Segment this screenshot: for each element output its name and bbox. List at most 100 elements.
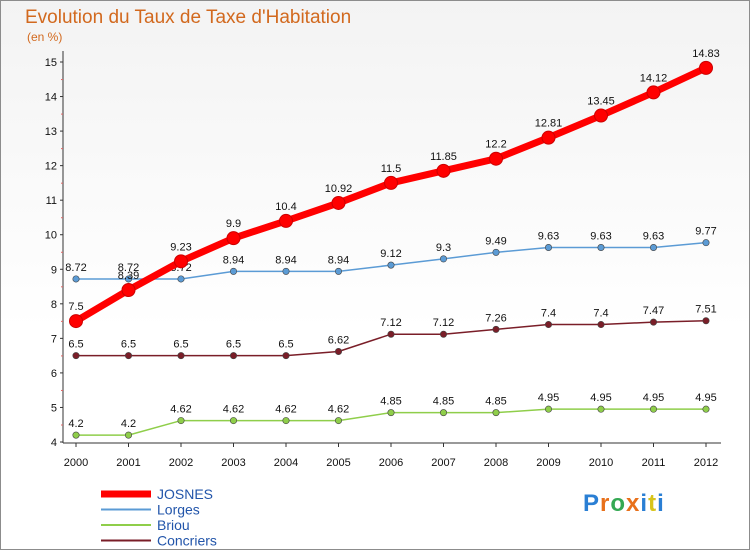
data-point bbox=[72, 352, 80, 360]
data-point bbox=[279, 213, 293, 228]
series-lorges: 8.728.728.728.948.948.949.129.39.499.639… bbox=[65, 226, 717, 283]
x-tick-label: 2012 bbox=[694, 457, 718, 469]
x-tick-label: 2006 bbox=[379, 457, 403, 469]
brand-letter: P bbox=[583, 490, 601, 517]
data-point bbox=[282, 267, 290, 275]
y-tick-label: 15 bbox=[45, 57, 57, 69]
series-concriers: 6.5 6.5 6.5 6.5 6.5 6.62 7.12 7.12 7.26 7.4 7.4 7.4… bbox=[68, 304, 717, 360]
chart-title: Evolution du Taux de Taxe d'Habitation bbox=[25, 7, 352, 28]
data-point bbox=[174, 254, 188, 269]
data-label: 8.72 bbox=[118, 262, 139, 274]
data-label: 6.5 bbox=[68, 339, 83, 351]
legend-label: Lorges bbox=[157, 502, 200, 518]
data-point bbox=[230, 352, 238, 360]
data-point bbox=[334, 417, 342, 425]
data-point bbox=[597, 321, 605, 329]
x-tick-label: 2011 bbox=[642, 457, 666, 469]
legend-label: Briou bbox=[157, 517, 190, 533]
x-tick-label: 2010 bbox=[589, 457, 613, 469]
y-tick-label: 5 bbox=[51, 402, 57, 414]
x-tick-label: 2009 bbox=[536, 457, 560, 469]
data-point bbox=[597, 244, 605, 252]
brand-letter: r bbox=[600, 490, 611, 517]
data-label: 6.62 bbox=[328, 334, 349, 346]
data-point bbox=[72, 275, 80, 283]
data-point bbox=[121, 283, 136, 297]
y-tick-label: 7 bbox=[51, 333, 57, 345]
x-tick-label: 2002 bbox=[169, 457, 193, 469]
data-label: 13.45 bbox=[587, 96, 615, 108]
x-tick-label: 2005 bbox=[326, 457, 350, 469]
legend-item-lorges: Lorges bbox=[101, 502, 200, 518]
data-point bbox=[226, 231, 241, 246]
data-label: 9.63 bbox=[590, 231, 611, 243]
data-label: 4.85 bbox=[380, 396, 401, 408]
data-label: 7.5 bbox=[68, 301, 83, 313]
data-label: 9.9 bbox=[226, 218, 241, 230]
data-label: 11.85 bbox=[430, 151, 457, 163]
x-tick-label: 2003 bbox=[221, 457, 245, 469]
data-point bbox=[69, 314, 83, 329]
data-label: 4.85 bbox=[433, 396, 454, 408]
data-point bbox=[597, 405, 605, 413]
data-point bbox=[387, 261, 395, 269]
data-point bbox=[699, 60, 713, 75]
data-label: 6.5 bbox=[226, 339, 241, 351]
data-point bbox=[439, 409, 447, 417]
data-point bbox=[177, 417, 185, 425]
y-tick-label: 14 bbox=[45, 92, 57, 104]
data-label: 4.95 bbox=[643, 392, 664, 404]
data-label: 7.4 bbox=[541, 308, 556, 320]
data-label: 9.77 bbox=[695, 226, 716, 238]
data-point bbox=[544, 405, 552, 413]
data-point bbox=[125, 275, 133, 283]
data-point bbox=[594, 108, 608, 123]
data-point bbox=[387, 409, 395, 417]
legend-item-josnes: JOSNES bbox=[101, 486, 213, 502]
data-point bbox=[439, 330, 447, 338]
data-label: 12.81 bbox=[535, 118, 563, 130]
y-tick-label: 9 bbox=[51, 264, 57, 276]
data-label: 12.2 bbox=[485, 139, 506, 151]
data-point bbox=[649, 405, 657, 413]
brand-letter: i bbox=[657, 490, 665, 517]
y-tick-label: 11 bbox=[46, 195, 57, 207]
data-label: 8.72 bbox=[65, 262, 86, 274]
data-label: 10.4 bbox=[275, 201, 296, 213]
data-label: 7.12 bbox=[380, 317, 401, 329]
brand-letter: i bbox=[640, 490, 649, 517]
chart-subtitle: (en %) bbox=[27, 30, 63, 44]
data-point bbox=[649, 244, 657, 252]
data-point bbox=[436, 163, 451, 178]
data-label: 4.85 bbox=[485, 396, 506, 408]
data-label: 9.23 bbox=[170, 241, 191, 253]
brand-logo: Proxiti bbox=[583, 490, 665, 518]
legend-label: JOSNES bbox=[157, 486, 213, 502]
data-point bbox=[646, 85, 661, 100]
data-label: 7.12 bbox=[433, 317, 454, 329]
y-tick-label: 10 bbox=[45, 230, 57, 242]
data-point bbox=[230, 417, 238, 425]
data-point bbox=[282, 352, 290, 360]
y-tick-label: 8 bbox=[51, 299, 57, 311]
brand-letter: o bbox=[610, 490, 627, 517]
data-label: 7.47 bbox=[643, 305, 664, 317]
data-label: 6.5 bbox=[173, 339, 188, 351]
data-label: 10.92 bbox=[325, 183, 353, 195]
data-point bbox=[125, 352, 133, 360]
data-label: 6.5 bbox=[121, 339, 136, 351]
data-label: 9.49 bbox=[485, 235, 506, 247]
data-label: 9.12 bbox=[380, 248, 401, 260]
data-label: 4.62 bbox=[170, 404, 191, 416]
data-label: 4.62 bbox=[223, 404, 244, 416]
y-tick-label: 6 bbox=[51, 368, 57, 380]
x-tick-label: 2004 bbox=[274, 457, 298, 469]
data-point bbox=[702, 317, 710, 325]
data-label: 8.94 bbox=[275, 254, 296, 266]
data-label: 9.3 bbox=[436, 242, 451, 254]
y-tick-label: 13 bbox=[45, 126, 57, 138]
brand-letter: t bbox=[648, 490, 658, 517]
data-label: 9.63 bbox=[643, 231, 664, 243]
